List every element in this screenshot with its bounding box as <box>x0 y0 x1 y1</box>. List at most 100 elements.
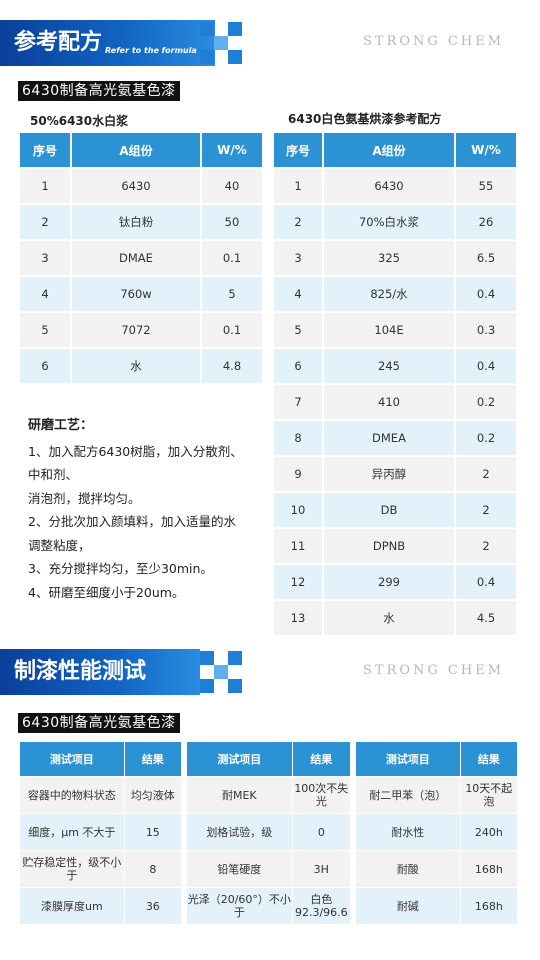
cell-result: 3H <box>292 851 350 887</box>
table-row: 5 104E 0.3 <box>274 313 516 347</box>
cell-component: 299 <box>324 565 454 599</box>
cell-weight: 0.1 <box>202 313 262 347</box>
cell-index: 3 <box>20 241 70 275</box>
header-component: A组份 <box>72 133 200 167</box>
table-row: 9 异丙醇 2 <box>274 457 516 491</box>
table-row: 3 DMAE 0.1 <box>20 241 262 275</box>
cell-component: 7072 <box>72 313 200 347</box>
cell-result: 168h <box>460 851 517 887</box>
header-result: 结果 <box>292 742 350 776</box>
cell-test-item: 耐MEK <box>187 777 292 813</box>
cell-component: 水 <box>324 601 454 635</box>
cell-weight: 2 <box>456 457 516 491</box>
cell-component: 水 <box>72 349 200 383</box>
cell-component: 6430 <box>72 169 200 203</box>
cell-component: 245 <box>324 349 454 383</box>
table-row: 1 6430 40 <box>20 169 262 203</box>
cell-component: 825/水 <box>324 277 454 311</box>
section-banner-performance: 制漆性能测试 STRONG CHEM <box>0 649 540 695</box>
table-row: 4 760w 5 <box>20 277 262 311</box>
cell-weight: 4.8 <box>202 349 262 383</box>
table-row: 10 DB 2 <box>274 493 516 527</box>
header-index: 序号 <box>20 133 70 167</box>
section-title: 参考配方 <box>14 30 103 55</box>
header-result: 结果 <box>124 742 181 776</box>
section-banner-formula: 参考配方 Refer to the formula STRONG CHEM <box>0 20 540 66</box>
cell-index: 1 <box>20 169 70 203</box>
table-row: 耐MEK 100次不失光 <box>187 777 350 813</box>
cell-result: 100次不失光 <box>292 777 350 813</box>
right-formula-table: 序号 A组份 W/% 1 6430 55 2 70%白水浆 26 3 325 6.5 4 82… <box>272 131 518 637</box>
table-row: 5 7072 0.1 <box>20 313 262 347</box>
cell-index: 4 <box>20 277 70 311</box>
table-row: 光泽（20/60°）不小于 白色92.3/96.6 <box>187 888 350 924</box>
cell-weight: 5 <box>202 277 262 311</box>
cell-weight: 0.2 <box>456 421 516 455</box>
cell-weight: 0.2 <box>456 385 516 419</box>
table-row: 划格试验，级 0 <box>187 814 350 850</box>
table-row: 2 钛白粉 50 <box>20 205 262 239</box>
cell-weight: 55 <box>456 169 516 203</box>
table-row: 3 325 6.5 <box>274 241 516 275</box>
cell-component: 325 <box>324 241 454 275</box>
cell-test-item: 铅笔硬度 <box>187 851 292 887</box>
cell-index: 2 <box>20 205 70 239</box>
table-row: 4 825/水 0.4 <box>274 277 516 311</box>
brand-watermark: STRONG CHEM <box>363 663 504 678</box>
cell-test-item: 容器中的物料状态 <box>20 777 124 813</box>
cell-component: 钛白粉 <box>72 205 200 239</box>
cell-component: 6430 <box>324 169 454 203</box>
table-row: 6 245 0.4 <box>274 349 516 383</box>
cell-index: 10 <box>274 493 322 527</box>
table-row: 8 DMEA 0.2 <box>274 421 516 455</box>
table-header-row: 序号 A组份 W/% <box>274 133 516 167</box>
section-title: 制漆性能测试 <box>14 659 147 684</box>
section-title-bar: 制漆性能测试 <box>0 649 200 695</box>
process-heading: 研磨工艺： <box>28 418 94 433</box>
cell-index: 5 <box>274 313 322 347</box>
table-row: 容器中的物料状态 均匀液体 <box>20 777 181 813</box>
cell-index: 1 <box>274 169 322 203</box>
table-header-row: 测试项目 结果 <box>187 742 350 776</box>
table-row: 1 6430 55 <box>274 169 516 203</box>
process-line: 1、加入配方6430树脂，加入分散剂、 <box>28 443 243 459</box>
cell-result: 白色92.3/96.6 <box>292 888 350 924</box>
performance-table-1: 测试项目 结果 容器中的物料状态 均匀液体 细度，μm 不大于 15 贮存稳定性，级… <box>19 741 182 925</box>
cell-weight: 2 <box>456 529 516 563</box>
right-table-caption: 6430白色氨基烘漆参考配方 <box>288 112 442 126</box>
table-row: 12 299 0.4 <box>274 565 516 599</box>
table-row: 13 水 4.5 <box>274 601 516 635</box>
header-test-item: 测试项目 <box>187 742 292 776</box>
cell-result: 10天不起泡 <box>460 777 517 813</box>
left-formula-table: 序号 A组份 W/% 1 6430 40 2 钛白粉 50 3 DMAE 0.1 4 760w… <box>18 131 264 385</box>
table-row: 2 70%白水浆 26 <box>274 205 516 239</box>
product-label: 6430制备高光氨基色漆 <box>18 81 180 101</box>
table-row: 贮存稳定性，级不小于 8 <box>20 851 181 887</box>
table-header-row: 测试项目 结果 <box>356 742 517 776</box>
product-label: 6430制备高光氨基色漆 <box>18 713 180 733</box>
table-row: 漆膜厚度um 36 <box>20 888 181 924</box>
table-row: 耐二甲苯（泡） 10天不起泡 <box>356 777 517 813</box>
section-subtitle: Refer to the formula <box>105 46 197 55</box>
cell-test-item: 耐碱 <box>356 888 460 924</box>
process-line: 消泡剂，搅拌均匀。 <box>28 490 141 506</box>
process-line: 4、研磨至细度小于20um。 <box>28 584 185 600</box>
cell-test-item: 贮存稳定性，级不小于 <box>20 851 124 887</box>
grinding-process: 研磨工艺： 1、加入配方6430树脂，加入分散剂、 中和剂、 消泡剂，搅拌均匀。… <box>28 414 268 604</box>
cell-result: 8 <box>124 851 181 887</box>
process-line: 中和剂、 <box>28 467 79 482</box>
cell-weight: 2 <box>456 493 516 527</box>
cell-weight: 26 <box>456 205 516 239</box>
brand-watermark: STRONG CHEM <box>363 34 504 49</box>
cell-index: 7 <box>274 385 322 419</box>
performance-table-2: 测试项目 结果 耐MEK 100次不失光 划格试验，级 0 铅笔硬度 3H 光泽（20… <box>186 741 351 925</box>
cell-result: 240h <box>460 814 517 850</box>
left-table-caption: 50%6430水白浆 <box>30 114 129 128</box>
cell-index: 4 <box>274 277 322 311</box>
header-index: 序号 <box>274 133 322 167</box>
cell-component: DMEA <box>324 421 454 455</box>
cell-component: DMAE <box>72 241 200 275</box>
header-weight: W/% <box>202 133 262 167</box>
cell-index: 6 <box>274 349 322 383</box>
header-test-item: 测试项目 <box>20 742 124 776</box>
